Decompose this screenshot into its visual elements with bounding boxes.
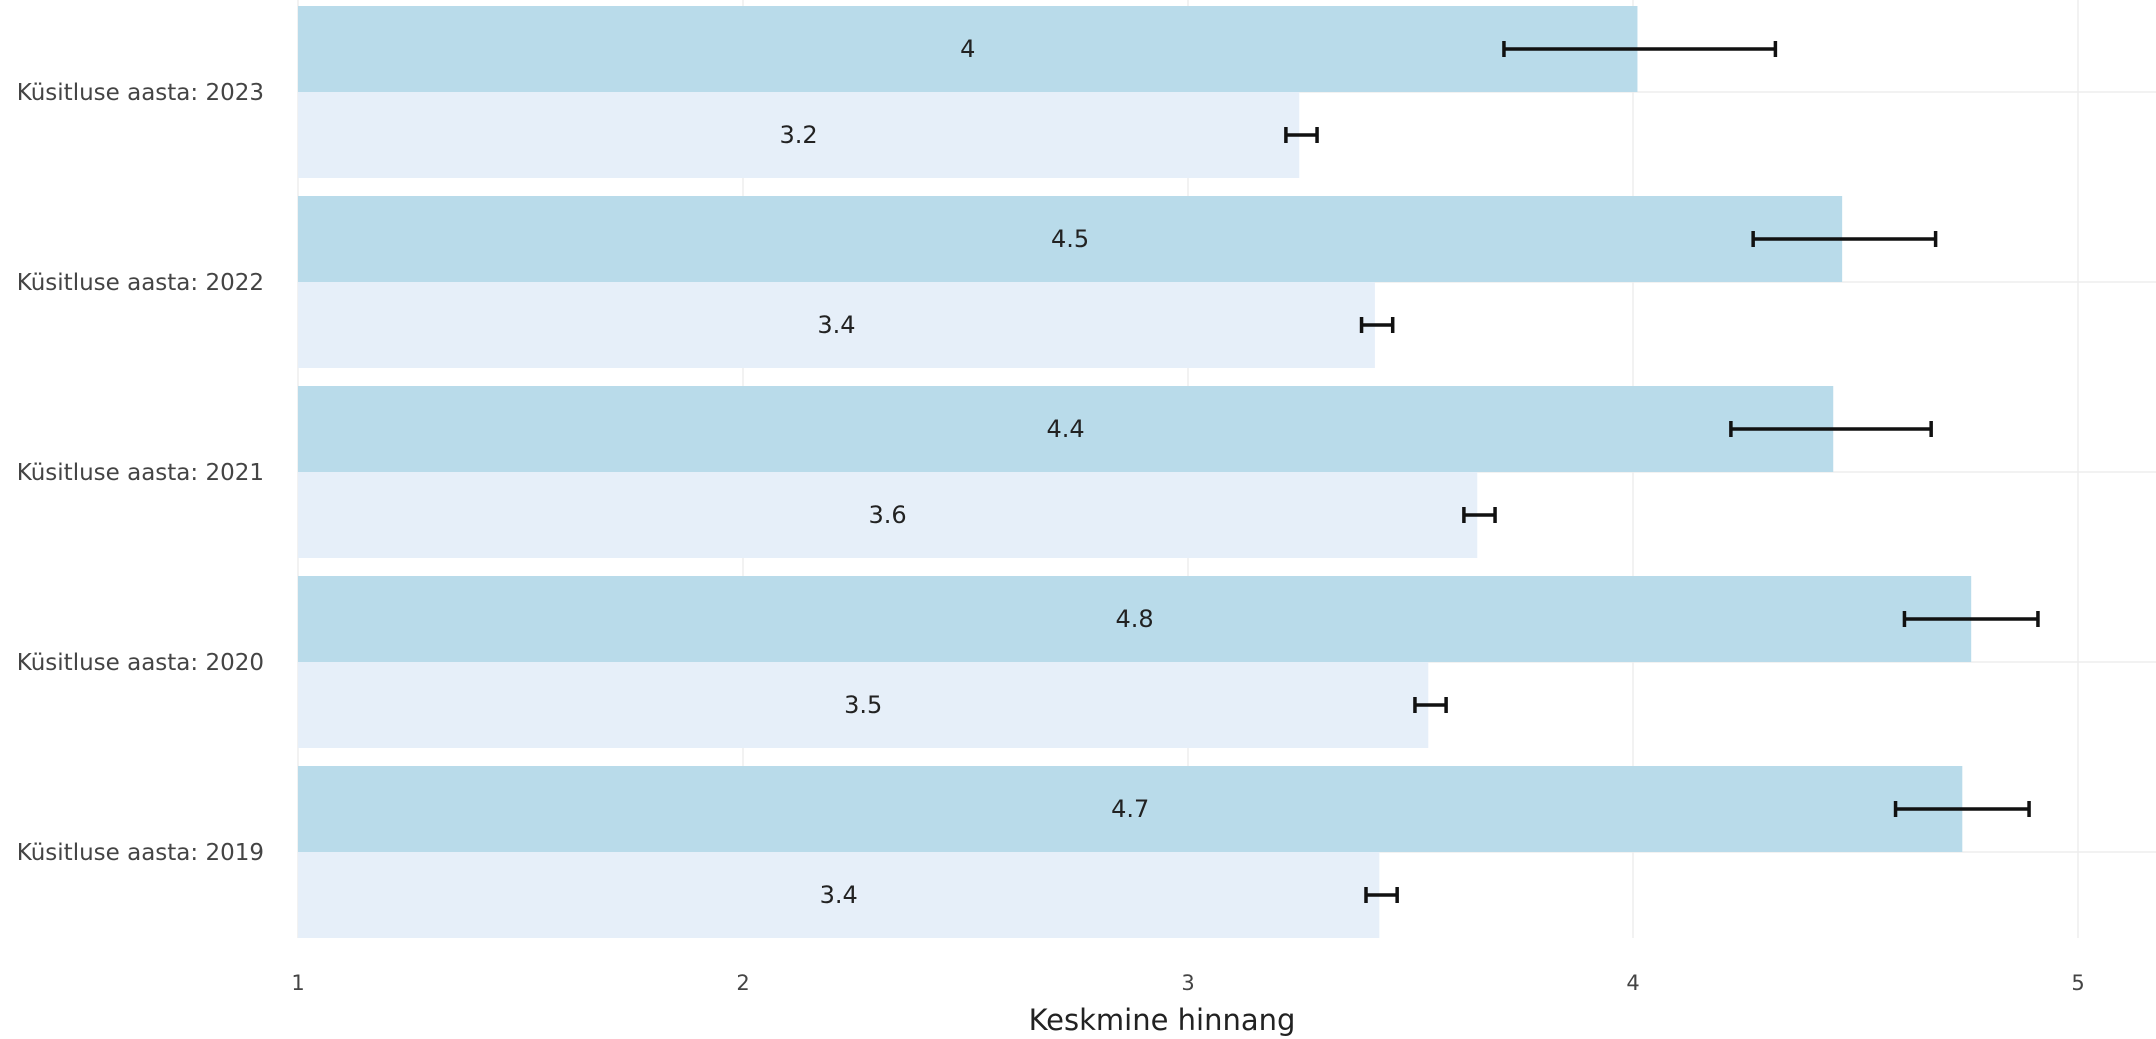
data-label: 3.6 <box>869 501 907 529</box>
bar <box>298 766 1963 852</box>
data-label: 4.7 <box>1111 795 1149 823</box>
data-label: 4.8 <box>1116 605 1154 633</box>
bar <box>298 662 1429 748</box>
x-tick-label: 2 <box>736 971 749 995</box>
bar <box>298 282 1375 368</box>
y-category-label: Küsitluse aasta: 2023 <box>17 80 264 106</box>
x-tick-label: 4 <box>1626 971 1639 995</box>
bar <box>298 92 1300 178</box>
y-category-label: Küsitluse aasta: 2019 <box>17 840 264 866</box>
x-tick-label: 5 <box>2071 971 2084 995</box>
y-category-label: Küsitluse aasta: 2020 <box>17 650 264 676</box>
bar <box>298 472 1478 558</box>
x-axis-title: Keskmine hinnang <box>1029 1003 1296 1037</box>
bar <box>298 196 1843 282</box>
data-label: 3.5 <box>844 691 882 719</box>
bar <box>298 576 1972 662</box>
data-label: 4.4 <box>1047 415 1085 443</box>
data-label: 3.4 <box>817 311 855 339</box>
data-label: 3.4 <box>820 881 858 909</box>
x-tick-label: 1 <box>291 971 304 995</box>
y-axis-labels: Küsitluse aasta: 2023 Küsitluse aasta: 20… <box>17 80 264 866</box>
error-bars <box>1284 41 2040 903</box>
y-category-label: Küsitluse aasta: 2022 <box>17 270 264 296</box>
x-axis-ticks: 1 2 3 4 5 <box>291 971 2084 995</box>
data-label: 4.5 <box>1051 225 1089 253</box>
bar <box>298 386 1834 472</box>
bar <box>298 6 1638 92</box>
bars <box>298 6 1972 938</box>
data-labels: 4 3.2 4.5 3.4 4.4 3.6 4.8 3.5 4.7 3.4 <box>780 35 1154 909</box>
data-label: 3.2 <box>780 121 818 149</box>
data-label: 4 <box>960 35 975 63</box>
bar <box>298 852 1380 938</box>
x-tick-label: 3 <box>1181 971 1194 995</box>
y-category-label: Küsitluse aasta: 2021 <box>17 460 264 486</box>
